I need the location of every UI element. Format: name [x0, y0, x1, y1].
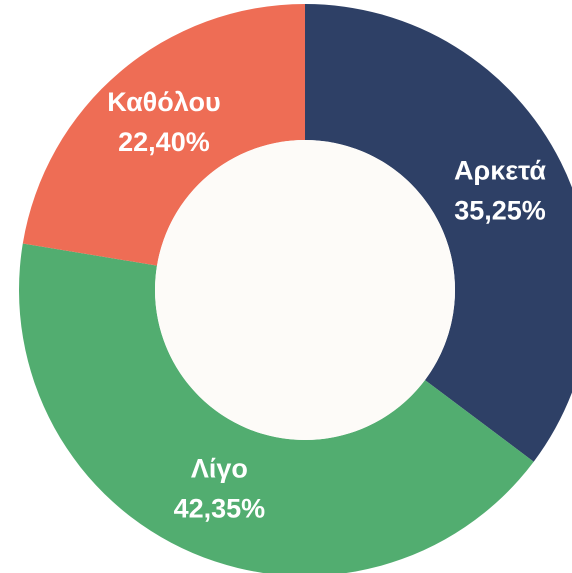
slice: [19, 243, 534, 573]
slice: [305, 4, 572, 462]
value-label: 42,35%: [174, 494, 266, 524]
slice-label: Καθόλου: [107, 87, 220, 117]
slice-label: Αρκετά: [454, 156, 546, 186]
donut-hole: [155, 140, 455, 440]
value-label: 35,25%: [454, 196, 546, 226]
slice-label: Λίγο: [191, 454, 248, 484]
value-label: 22,40%: [118, 127, 210, 157]
slice: [22, 4, 305, 266]
